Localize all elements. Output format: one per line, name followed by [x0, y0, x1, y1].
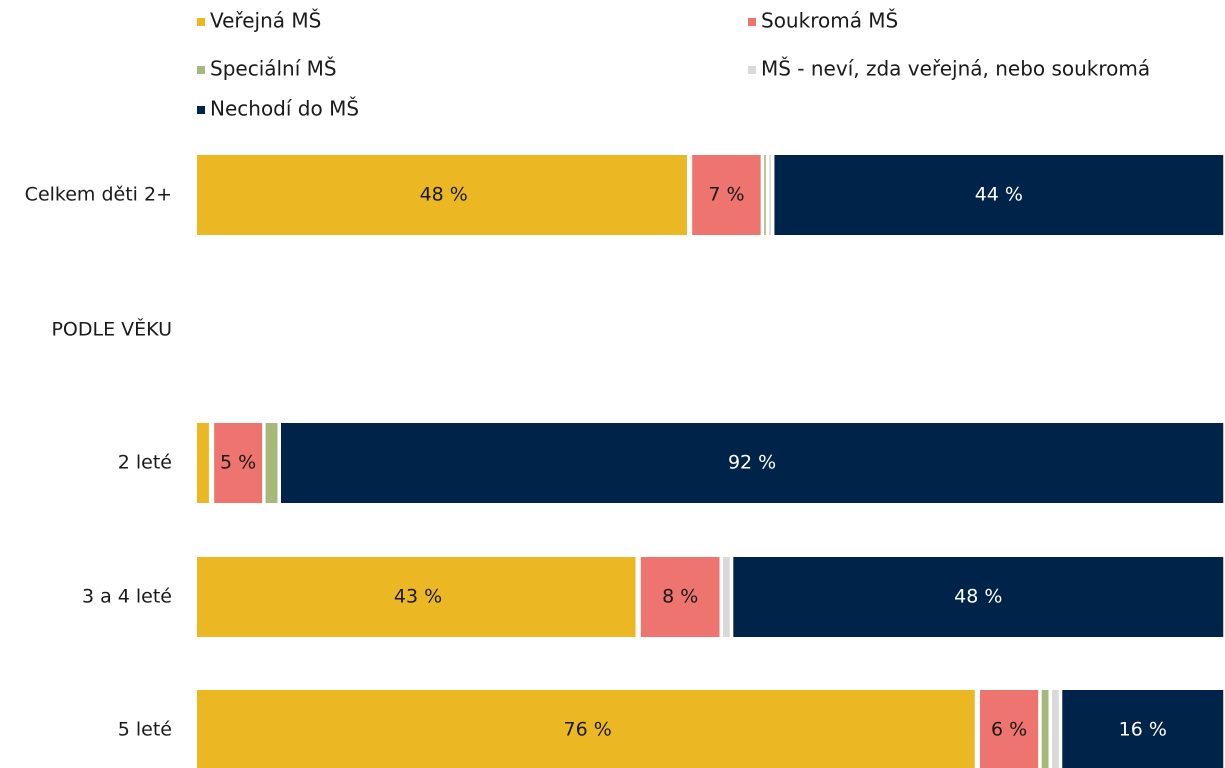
bar-segment: [214, 423, 263, 503]
legend-label: MŠ - neví, zda veřejná, nebo soukromá: [761, 57, 1150, 81]
bar-segment: [733, 557, 1224, 637]
data-label: 76 %: [563, 719, 611, 741]
bar-segment: [980, 690, 1039, 768]
legend-swatch: [197, 66, 205, 74]
bar-segment: [640, 557, 720, 637]
data-label: 5 %: [220, 452, 256, 474]
bar-segment: [280, 423, 1224, 503]
category-label: Celkem děti 2+: [25, 184, 172, 206]
data-label: 48 %: [420, 184, 468, 206]
legend-swatch: [197, 106, 205, 114]
bar-segment: [265, 423, 278, 503]
data-label: 92 %: [728, 452, 776, 474]
bar-segment: [1062, 690, 1224, 768]
data-label: 44 %: [975, 184, 1023, 206]
bar-segment: [692, 155, 761, 235]
category-label: 5 leté: [118, 719, 172, 741]
category-label: 2 leté: [118, 452, 172, 474]
bar-segment: [769, 155, 771, 235]
data-label: 6 %: [991, 719, 1027, 741]
data-label: 48 %: [954, 586, 1002, 608]
bar-segment: [197, 557, 636, 637]
data-label: 7 %: [708, 184, 744, 206]
bar-segment: [197, 423, 209, 503]
category-label: 3 a 4 leté: [82, 586, 172, 608]
bar-segment: [1051, 690, 1059, 768]
bar-segment: [764, 155, 766, 235]
data-label: 8 %: [662, 586, 698, 608]
legend-swatch: [748, 18, 756, 26]
bar-segment: [774, 155, 1224, 235]
legend-swatch: [197, 18, 205, 26]
legend-swatch: [748, 66, 756, 74]
bar-segment: [1041, 690, 1049, 768]
category-label: PODLE VĚKU: [51, 318, 172, 341]
data-label: 16 %: [1119, 719, 1167, 741]
legend-label: Soukromá MŠ: [761, 9, 898, 33]
bar-segment: [197, 690, 975, 768]
legend-label: Nechodí do MŠ: [210, 97, 359, 121]
legend-label: Veřejná MŠ: [210, 9, 321, 33]
bar-segment: [723, 557, 730, 637]
legend-label: Speciální MŠ: [210, 57, 337, 81]
data-label: 43 %: [394, 586, 442, 608]
bar-segment: [197, 155, 687, 235]
